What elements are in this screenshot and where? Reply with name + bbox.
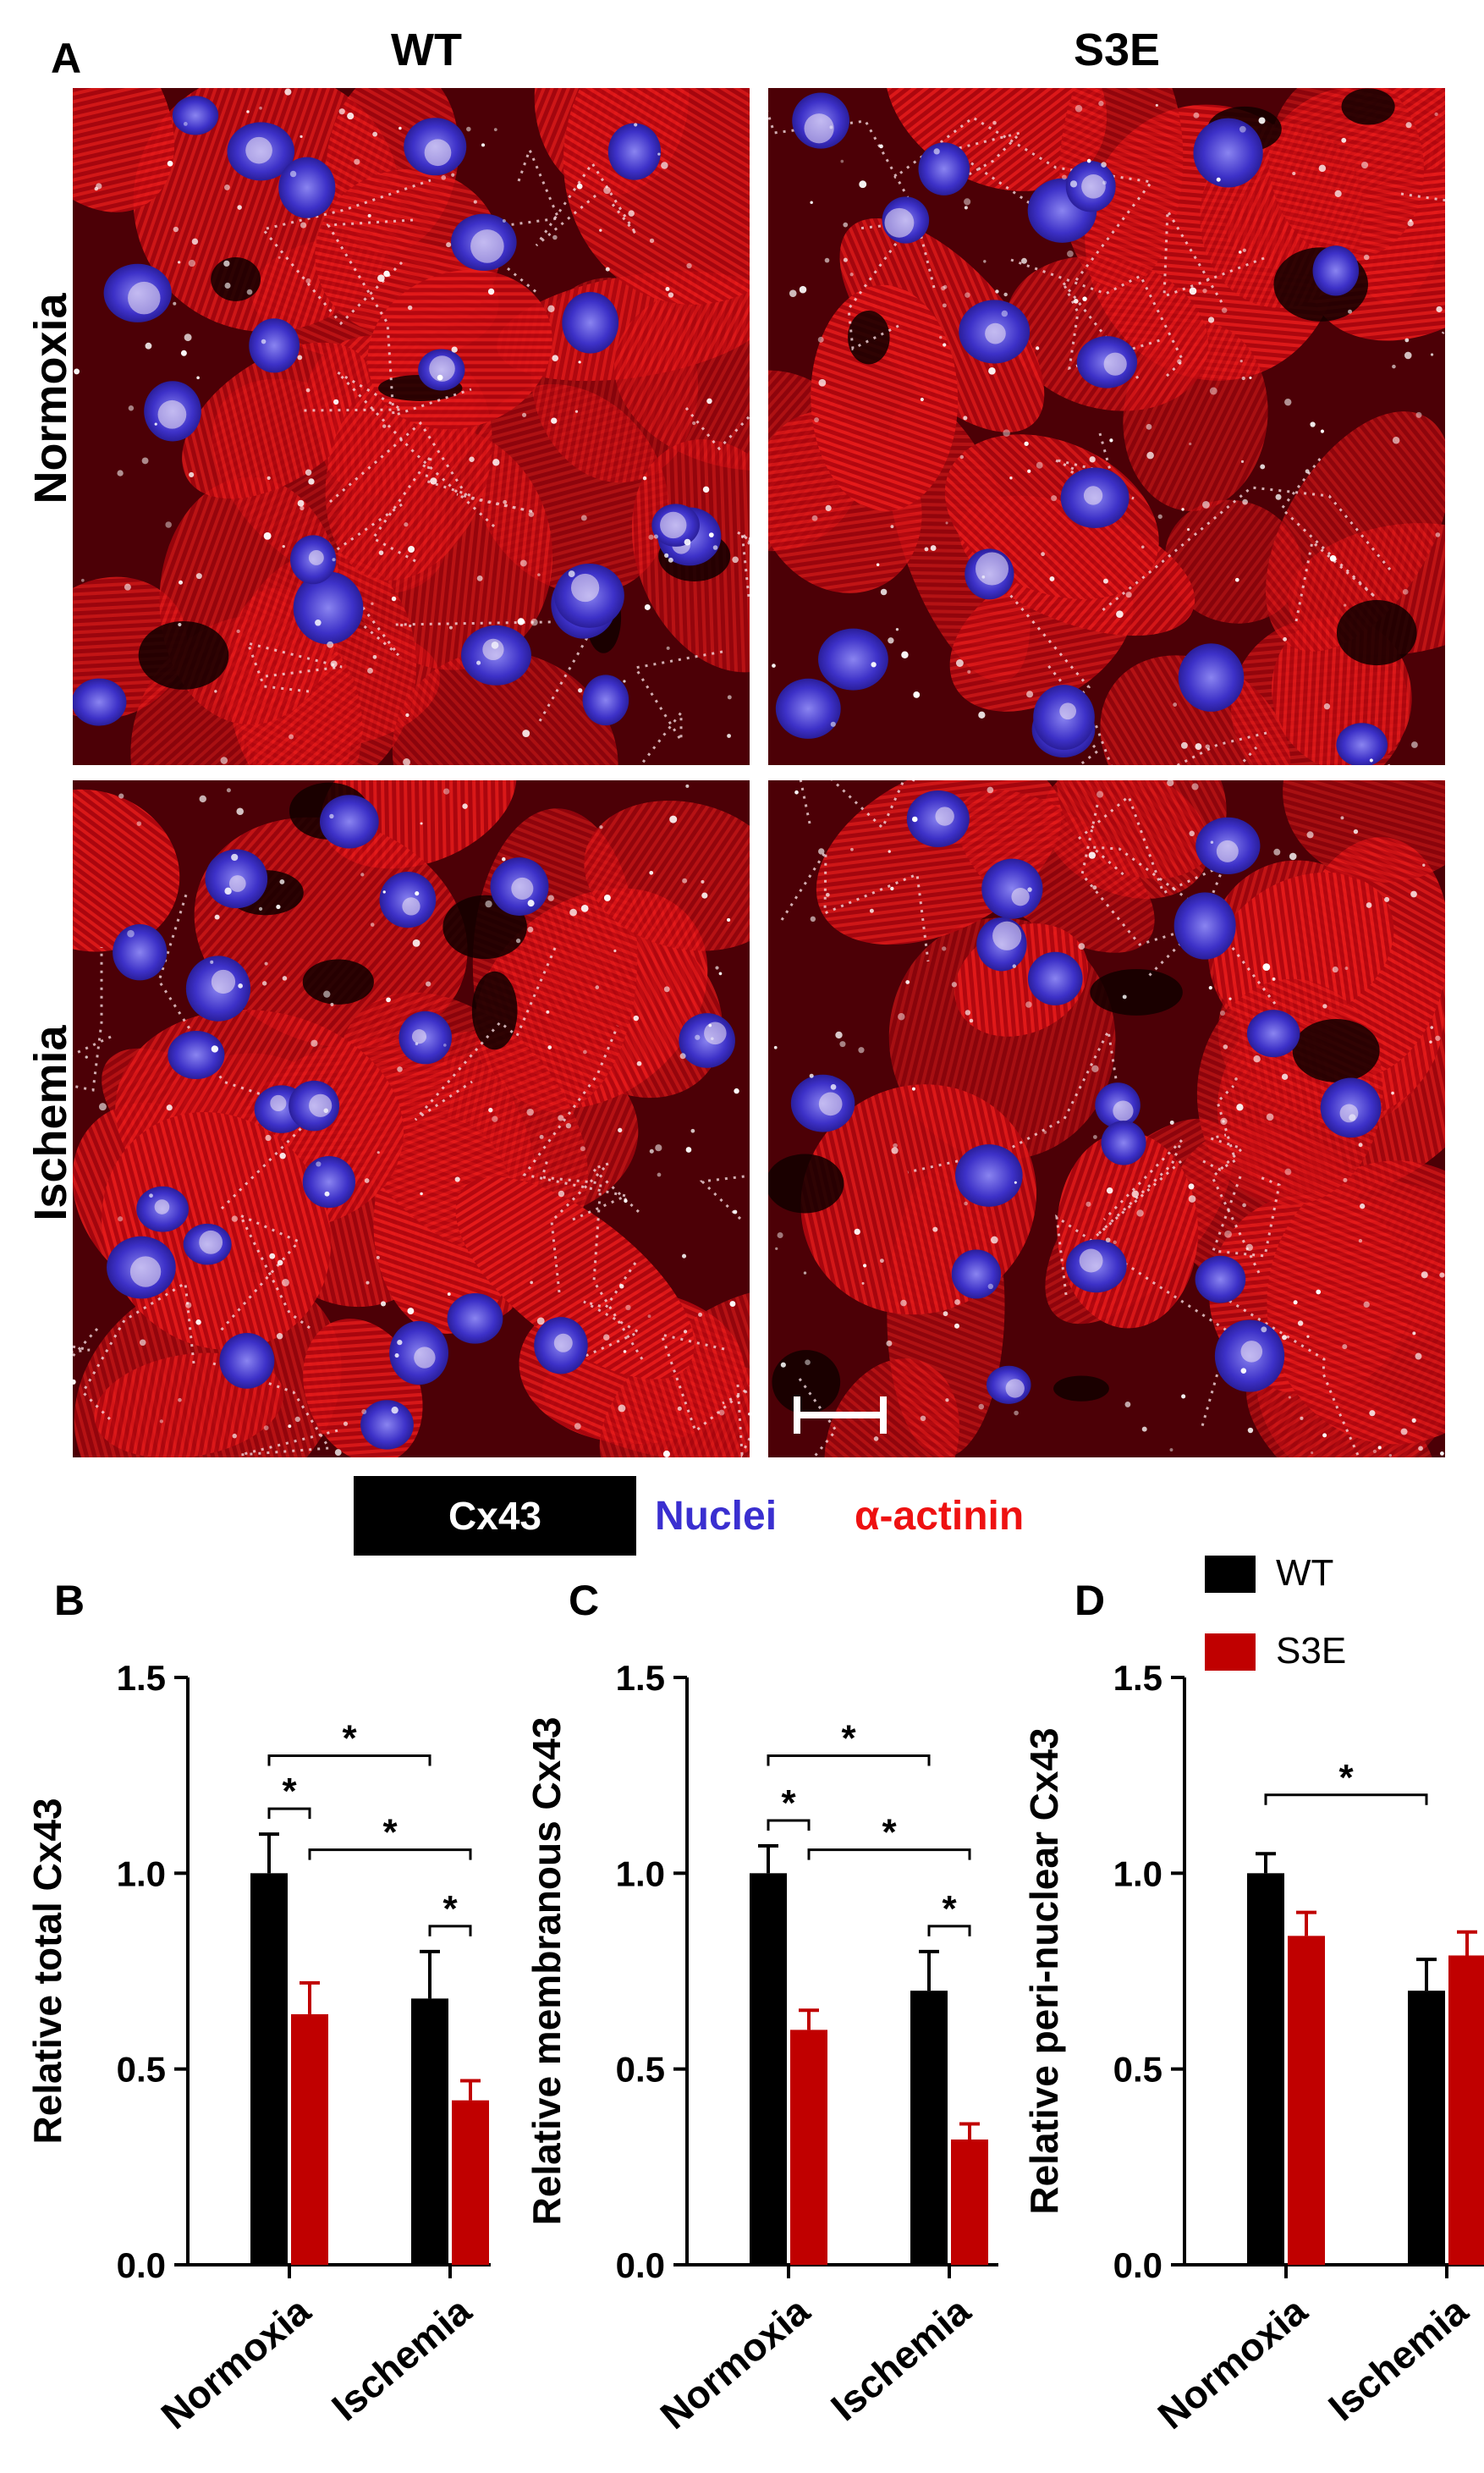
significance-star: * bbox=[942, 1888, 957, 1930]
panel-label-c: C bbox=[569, 1577, 599, 1624]
significance-star: * bbox=[1338, 1757, 1354, 1798]
significance-star: * bbox=[882, 1812, 897, 1853]
micrograph-wt-normoxia bbox=[73, 88, 750, 765]
y-axis-label: Relative membranous Cx43 bbox=[525, 1717, 569, 2226]
y-tick-label: 1.0 bbox=[117, 1853, 166, 1893]
significance-star: * bbox=[442, 1888, 458, 1930]
significance-star: * bbox=[282, 1771, 297, 1812]
bar-s3e-ischemia bbox=[951, 2139, 988, 2265]
x-tick-label-normoxia: Normoxia bbox=[1149, 2288, 1315, 2437]
significance-bracket bbox=[267, 1754, 431, 1766]
legend-cx43: Cx43 bbox=[354, 1476, 636, 1556]
scale-bar-right-cap bbox=[880, 1396, 887, 1434]
x-tick-label-ischemia: Ischemia bbox=[1320, 2288, 1476, 2430]
panel-label-d: D bbox=[1075, 1577, 1105, 1624]
significance-star: * bbox=[841, 1718, 856, 1760]
legend-swatch-s3e bbox=[1205, 1633, 1256, 1671]
bar-wt-normoxia bbox=[250, 1873, 288, 2265]
column-heading-s3e: S3E bbox=[1073, 25, 1161, 75]
scale-bar-left-cap bbox=[794, 1396, 800, 1434]
bar-wt-normoxia bbox=[750, 1873, 787, 2265]
legend-label-s3e: S3E bbox=[1276, 1630, 1347, 1672]
micrograph-texture bbox=[768, 88, 1445, 765]
bar-s3e-normoxia bbox=[291, 2013, 328, 2265]
significance-bracket bbox=[767, 1754, 931, 1766]
significance-bracket bbox=[807, 1848, 971, 1860]
micrograph-texture bbox=[73, 780, 750, 1457]
scale-bar bbox=[794, 1412, 887, 1418]
micrograph-s3e-normoxia bbox=[768, 88, 1445, 765]
legend-swatch-wt bbox=[1205, 1556, 1256, 1593]
micrograph-texture bbox=[73, 88, 750, 765]
y-axis-label: Relative peri-nuclear Cx43 bbox=[1022, 1727, 1066, 2214]
bar-chart-membranous-cx43: C Relative membranous Cx43 0.0 0.5 1.0 1.5 Nor… bbox=[525, 1577, 998, 2437]
panel-label-a: A bbox=[51, 35, 82, 82]
bar-s3e-ischemia bbox=[1448, 1955, 1484, 2265]
bar-s3e-normoxia bbox=[1288, 1936, 1325, 2265]
y-tick-label: 0.5 bbox=[616, 2050, 665, 2090]
bar-wt-ischemia bbox=[411, 1998, 448, 2265]
legend-nuclei: Nuclei bbox=[655, 1494, 778, 1539]
bar-s3e-normoxia bbox=[790, 2030, 827, 2265]
micrograph-wt-ischemia bbox=[73, 780, 750, 1457]
micrograph-s3e-ischemia bbox=[768, 780, 1445, 1457]
significance-star: * bbox=[382, 1812, 398, 1853]
y-tick-label: 1.0 bbox=[1113, 1853, 1162, 1893]
y-tick-label: 1.5 bbox=[117, 1658, 166, 1698]
significance-bracket bbox=[927, 1925, 971, 1936]
significance-bracket bbox=[1264, 1793, 1428, 1805]
significance-star: * bbox=[781, 1782, 796, 1824]
row-heading-ischemia: Ischemia bbox=[25, 1025, 76, 1221]
bar-chart-total-cx43: B Relative total Cx43 0.0 0.5 1.0 1.5 Normoxia… bbox=[25, 1577, 491, 2437]
micrograph-texture bbox=[768, 780, 1445, 1457]
panel-label-b: B bbox=[54, 1577, 85, 1624]
bar-wt-normoxia bbox=[1247, 1873, 1284, 2265]
x-tick-label-normoxia: Normoxia bbox=[152, 2288, 318, 2437]
legend-label-wt: WT bbox=[1276, 1552, 1334, 1594]
significance-star: * bbox=[342, 1718, 357, 1760]
y-tick-label: 1.5 bbox=[1113, 1658, 1162, 1698]
y-tick-label: 1.0 bbox=[616, 1853, 665, 1893]
y-tick-label: 0.5 bbox=[117, 2050, 166, 2090]
bar-wt-ischemia bbox=[910, 1991, 948, 2265]
y-tick-label: 1.5 bbox=[616, 1658, 665, 1698]
significance-bracket bbox=[428, 1925, 472, 1936]
y-axis-label: Relative total Cx43 bbox=[25, 1798, 69, 2144]
y-tick-label: 0.0 bbox=[117, 2245, 166, 2285]
bar-wt-ischemia bbox=[1408, 1991, 1445, 2265]
y-tick-label: 0.0 bbox=[616, 2245, 665, 2285]
bar-s3e-ischemia bbox=[452, 2100, 489, 2265]
significance-bracket bbox=[767, 1819, 811, 1831]
y-tick-label: 0.0 bbox=[1113, 2245, 1162, 2285]
row-heading-normoxia: Normoxia bbox=[25, 293, 76, 504]
significance-bracket bbox=[308, 1848, 472, 1860]
x-tick-label-ischemia: Ischemia bbox=[323, 2288, 480, 2430]
significance-bracket bbox=[267, 1807, 311, 1820]
x-tick-label-normoxia: Normoxia bbox=[651, 2288, 817, 2437]
legend-actinin: α-actinin bbox=[855, 1494, 1025, 1539]
x-tick-label-ischemia: Ischemia bbox=[822, 2288, 979, 2430]
bar-chart-perinuclear-cx43: D Relative peri-nuclear Cx43 0.0 0.5 1.0 1.5 N… bbox=[1022, 1577, 1484, 2437]
y-tick-label: 0.5 bbox=[1113, 2050, 1162, 2090]
column-heading-wt: WT bbox=[391, 25, 462, 75]
